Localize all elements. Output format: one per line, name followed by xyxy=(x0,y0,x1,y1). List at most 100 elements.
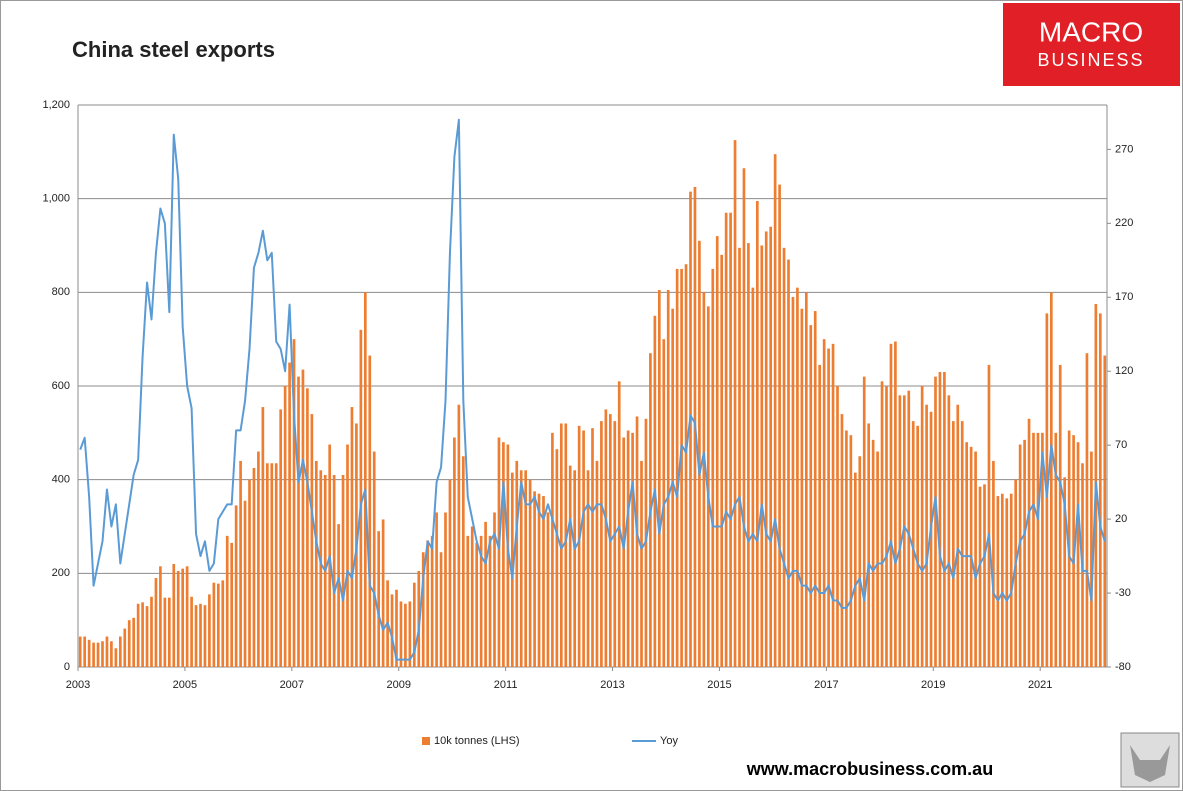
bar xyxy=(947,395,951,667)
bar xyxy=(1036,432,1040,667)
bar xyxy=(363,292,367,667)
bar xyxy=(488,535,492,667)
bar xyxy=(1049,292,1053,667)
logo-box xyxy=(1003,3,1180,86)
y-tick-label: 1,200 xyxy=(42,99,70,111)
legend-swatch xyxy=(422,737,430,745)
bar xyxy=(141,602,144,667)
bar xyxy=(145,606,149,667)
bar xyxy=(1041,432,1044,667)
bar xyxy=(470,526,474,667)
bar xyxy=(684,264,688,667)
bar xyxy=(515,460,519,667)
bar xyxy=(751,287,755,667)
bar xyxy=(858,456,862,667)
bar xyxy=(675,268,679,667)
bar xyxy=(1005,498,1009,667)
bar xyxy=(395,589,398,667)
bar xyxy=(706,306,710,667)
bar xyxy=(292,339,296,667)
y-tick-label: 600 xyxy=(52,380,70,392)
bar xyxy=(586,470,590,667)
bar xyxy=(239,460,242,667)
y2-tick-label: 120 xyxy=(1115,365,1133,377)
bar xyxy=(332,474,336,667)
bar xyxy=(702,292,706,667)
y2-tick-label: 270 xyxy=(1115,143,1133,155)
bar xyxy=(1032,432,1035,667)
bar xyxy=(666,289,670,667)
bar xyxy=(573,470,577,667)
bar xyxy=(265,463,269,667)
bar xyxy=(724,212,728,667)
x-tick-label: 2007 xyxy=(280,679,304,691)
y-tick-label: 400 xyxy=(52,474,70,486)
bar xyxy=(190,596,193,667)
bar xyxy=(426,540,430,667)
bar xyxy=(978,486,982,667)
bar xyxy=(1054,432,1058,667)
bar xyxy=(631,432,634,667)
bar xyxy=(92,642,95,667)
bar xyxy=(288,362,291,667)
legend-label: 10k tonnes (LHS) xyxy=(434,735,520,747)
bar xyxy=(261,407,265,667)
bar xyxy=(230,542,234,667)
bar xyxy=(506,444,510,667)
chart-title: China steel exports xyxy=(72,37,275,62)
x-tick-label: 2015 xyxy=(707,679,731,691)
bar xyxy=(880,381,884,667)
bar xyxy=(804,292,808,667)
bar xyxy=(1014,479,1018,667)
y-tick-label: 200 xyxy=(52,567,70,579)
bar xyxy=(337,524,340,667)
fox-icon xyxy=(1130,745,1170,782)
bar xyxy=(773,154,777,668)
bar xyxy=(738,247,741,667)
bar xyxy=(346,444,349,667)
bar xyxy=(528,479,532,667)
y2-tick-label: 20 xyxy=(1115,513,1127,525)
bar xyxy=(657,289,661,667)
bar xyxy=(818,364,822,667)
x-tick-label: 2011 xyxy=(494,679,518,691)
bar xyxy=(853,472,857,667)
bar xyxy=(421,552,425,667)
bar xyxy=(101,641,104,667)
bar xyxy=(172,563,176,667)
bar xyxy=(408,601,412,667)
bar xyxy=(1103,355,1107,667)
bar xyxy=(279,409,283,667)
bar xyxy=(372,451,376,667)
bar xyxy=(898,395,902,667)
bar xyxy=(341,474,345,667)
bar xyxy=(163,597,167,667)
x-tick-label: 2019 xyxy=(921,679,945,691)
bar xyxy=(123,628,127,667)
legend-label: Yoy xyxy=(660,735,678,747)
bar xyxy=(671,308,675,667)
bar xyxy=(430,535,434,667)
bar xyxy=(876,451,879,667)
bar xyxy=(136,603,140,667)
x-tick-label: 2017 xyxy=(814,679,838,691)
bar xyxy=(127,620,131,667)
bar xyxy=(965,442,969,667)
y-tick-label: 800 xyxy=(52,286,70,298)
x-tick-label: 2013 xyxy=(600,679,624,691)
bar xyxy=(167,597,171,667)
bar xyxy=(466,535,470,667)
bar xyxy=(907,390,911,667)
bar xyxy=(622,437,626,667)
bar xyxy=(600,421,603,667)
bar xyxy=(604,409,608,667)
bar xyxy=(617,381,621,667)
bar xyxy=(159,566,162,667)
bar xyxy=(493,512,496,667)
bar xyxy=(448,479,452,667)
logo-text: MACRO xyxy=(1039,16,1143,47)
bar xyxy=(831,343,835,667)
bar xyxy=(974,451,977,667)
bar xyxy=(555,449,559,667)
